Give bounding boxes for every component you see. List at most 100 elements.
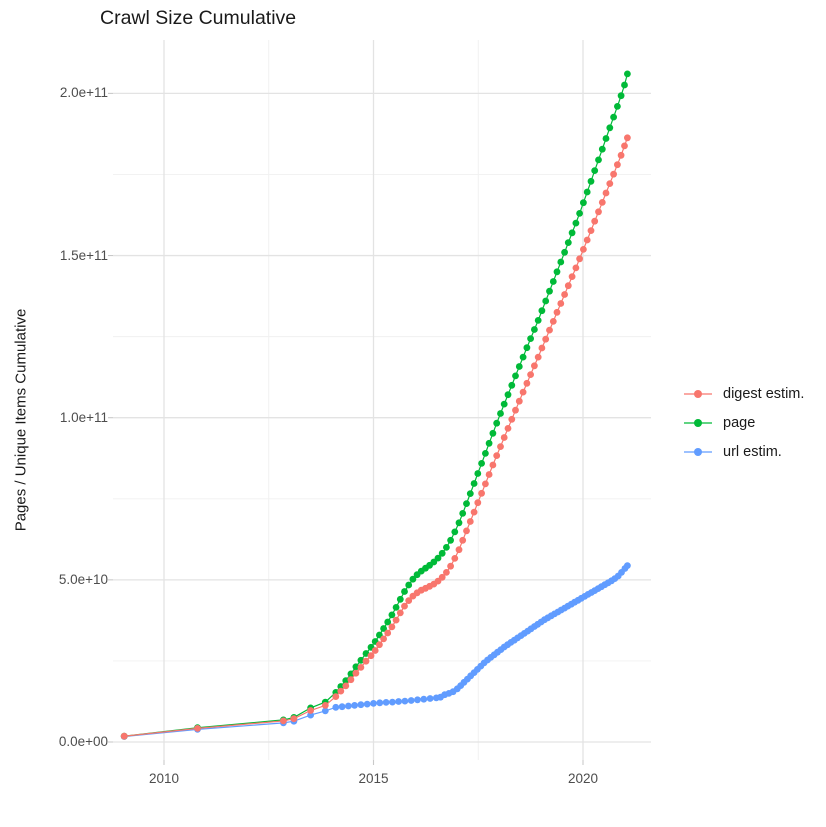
data-point	[362, 657, 370, 665]
data-point	[515, 363, 523, 370]
data-point	[621, 142, 628, 150]
data-point	[466, 518, 474, 525]
data-point	[342, 682, 350, 690]
data-point	[602, 189, 610, 197]
data-point	[564, 239, 572, 247]
data-point	[443, 544, 450, 551]
data-point	[504, 391, 512, 399]
data-point	[519, 388, 527, 396]
legend-key-digest-estim	[684, 389, 712, 398]
data-point	[587, 227, 595, 235]
data-point	[493, 452, 501, 459]
y-tick-label-1: 5.0e+10	[58, 571, 108, 587]
data-point	[389, 698, 396, 706]
legend-key-url-estim	[684, 447, 712, 456]
data-point	[405, 597, 413, 604]
data-point	[606, 180, 614, 188]
series-page	[120, 70, 631, 740]
data-point	[455, 519, 463, 527]
chart-title: Crawl Size Cumulative	[100, 7, 297, 29]
data-point	[401, 588, 408, 595]
data-point	[357, 664, 365, 671]
data-point	[561, 248, 568, 256]
data-point	[546, 326, 553, 334]
data-point	[420, 695, 428, 703]
data-point	[380, 625, 387, 632]
data-point	[280, 717, 287, 725]
data-point	[621, 81, 628, 89]
data-point	[549, 278, 557, 285]
data-point	[500, 434, 508, 441]
data-point	[470, 508, 478, 516]
data-point	[485, 471, 493, 478]
data-point	[447, 536, 454, 544]
data-point	[332, 703, 340, 711]
data-point	[624, 70, 631, 78]
data-point	[370, 700, 377, 707]
data-point	[580, 246, 587, 253]
data-point	[610, 170, 617, 178]
data-point	[527, 371, 534, 378]
data-point	[357, 656, 365, 664]
data-point	[534, 353, 542, 361]
data-point	[347, 676, 355, 684]
data-point	[367, 652, 375, 660]
y-tick-label-0: 0.0e+00	[58, 734, 108, 749]
data-point	[614, 161, 621, 169]
data-point	[564, 282, 572, 290]
x-tick-label-2: 2020	[567, 771, 599, 786]
data-point	[120, 732, 128, 740]
data-point	[451, 555, 459, 562]
data-point	[591, 167, 599, 175]
data-point	[409, 575, 417, 583]
x-tick-label-1: 2015	[358, 771, 389, 786]
data-point	[474, 470, 482, 477]
data-point	[338, 703, 346, 711]
data-point	[617, 151, 625, 159]
data-point	[576, 210, 583, 217]
data-point	[568, 229, 576, 237]
data-point	[474, 499, 482, 507]
legend-key-page	[684, 418, 712, 427]
data-point	[463, 527, 470, 535]
data-point	[434, 554, 442, 562]
data-point	[561, 291, 568, 298]
data-point	[553, 268, 561, 276]
data-point	[352, 663, 360, 671]
data-point	[478, 460, 485, 467]
x-tick-label-0: 2010	[148, 771, 180, 786]
data-point	[332, 693, 340, 700]
data-point	[624, 562, 631, 569]
data-point	[482, 480, 489, 488]
data-point	[470, 480, 478, 487]
data-point	[451, 528, 459, 536]
data-point	[508, 415, 516, 423]
data-point	[345, 702, 352, 710]
data-point	[549, 318, 557, 325]
y-tick-label-2: 1.0e+11	[59, 409, 108, 425]
data-point	[351, 702, 358, 709]
data-point	[523, 379, 531, 387]
data-point	[542, 335, 550, 343]
data-point	[388, 623, 396, 631]
y-tick-label-4: 2.0e+11	[59, 85, 108, 101]
data-point	[388, 611, 396, 619]
data-point	[580, 199, 587, 207]
data-point	[497, 410, 504, 417]
data-point	[392, 604, 400, 611]
legend: digest estim. page url estim.	[684, 379, 804, 466]
data-point	[489, 429, 497, 437]
data-point	[194, 725, 201, 732]
series-digest-estim	[120, 134, 631, 740]
data-point	[447, 562, 454, 570]
data-point	[459, 536, 467, 544]
data-point	[321, 707, 329, 715]
data-point	[337, 687, 345, 695]
data-point	[512, 372, 519, 380]
data-point	[591, 217, 599, 225]
data-point	[426, 695, 434, 702]
data-point	[376, 641, 383, 649]
data-point	[531, 362, 538, 370]
